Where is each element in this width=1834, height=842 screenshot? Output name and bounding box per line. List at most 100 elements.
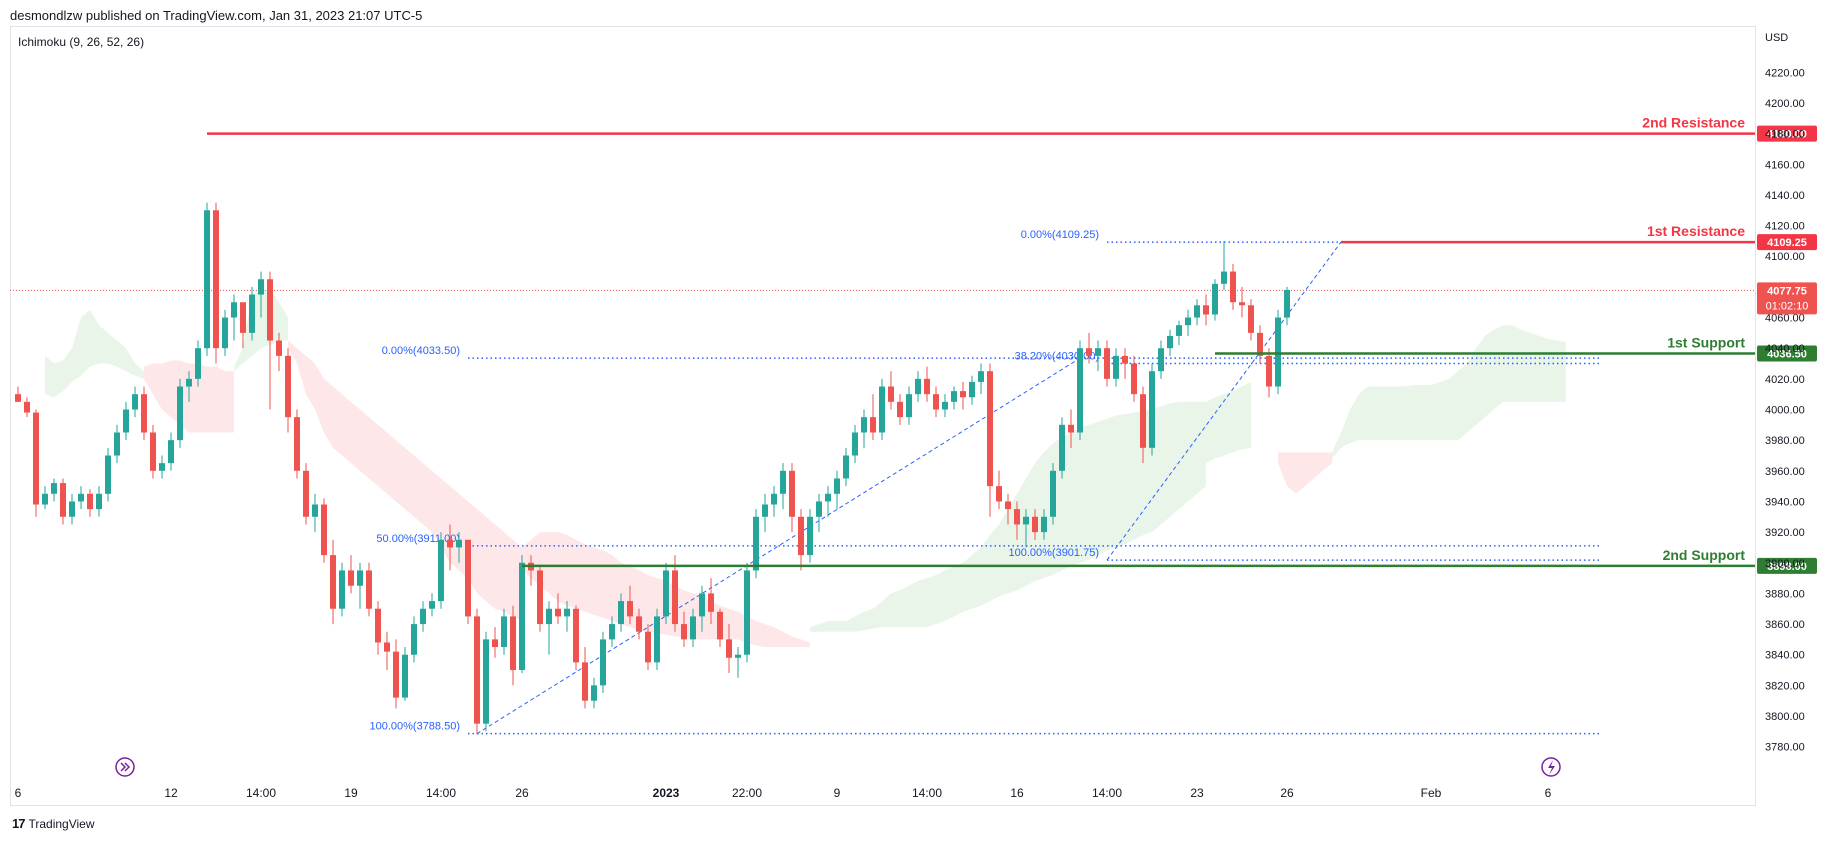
candle[interactable] <box>1104 340 1110 387</box>
candle[interactable] <box>24 397 30 418</box>
candle[interactable] <box>285 348 291 433</box>
candle[interactable] <box>609 616 615 648</box>
dividend-marker-icon[interactable] <box>115 757 135 777</box>
candle[interactable] <box>816 493 822 533</box>
candle[interactable] <box>969 375 975 405</box>
footer-brand[interactable]: 17 TradingView <box>12 816 95 831</box>
candle[interactable] <box>231 294 237 341</box>
candle[interactable] <box>1122 348 1128 379</box>
candle[interactable] <box>1113 348 1119 387</box>
candle[interactable] <box>1257 325 1263 364</box>
candle[interactable] <box>51 478 57 502</box>
price-axis[interactable]: USD 4220.00 4200.00 4180.00 4160.00 4140.00 41… <box>1765 32 1805 754</box>
candle[interactable] <box>573 605 579 671</box>
candle[interactable] <box>339 562 345 617</box>
candle[interactable] <box>15 386 21 402</box>
candle[interactable] <box>1023 509 1029 548</box>
candle[interactable] <box>834 470 840 510</box>
candle[interactable] <box>717 608 723 648</box>
candle[interactable] <box>483 631 489 732</box>
candle[interactable] <box>996 470 1002 510</box>
candle[interactable] <box>1176 320 1182 346</box>
candle[interactable] <box>762 493 768 533</box>
candle[interactable] <box>510 605 516 686</box>
candle[interactable] <box>114 424 120 464</box>
candle[interactable] <box>1230 263 1236 310</box>
candle[interactable] <box>402 647 408 701</box>
candle[interactable] <box>780 463 786 510</box>
candle[interactable] <box>735 647 741 678</box>
candle[interactable] <box>825 486 831 517</box>
candle[interactable] <box>1050 463 1056 525</box>
candle[interactable] <box>681 611 687 648</box>
candle[interactable] <box>519 555 525 674</box>
candle[interactable] <box>960 381 966 410</box>
candle[interactable] <box>798 509 804 571</box>
candle[interactable] <box>276 332 282 372</box>
candle[interactable] <box>1032 509 1038 540</box>
candle[interactable] <box>1167 329 1173 356</box>
candle[interactable] <box>159 455 165 479</box>
resistance-level[interactable]: 1st Resistance 4109.25 <box>1341 223 1817 251</box>
candle[interactable] <box>951 386 957 410</box>
candle[interactable] <box>690 608 696 648</box>
candle[interactable] <box>1131 355 1137 402</box>
candle[interactable] <box>1203 294 1209 326</box>
candle[interactable] <box>537 565 543 632</box>
candle[interactable] <box>627 585 633 625</box>
candle[interactable] <box>303 463 309 525</box>
fib-retracement-0[interactable]: 0.00%(4033.50)50.00%(3911.00)100.00%(378… <box>369 345 1602 735</box>
candle[interactable] <box>1158 340 1164 379</box>
candle[interactable] <box>933 386 939 418</box>
candle[interactable] <box>240 302 246 349</box>
candle[interactable] <box>393 639 399 709</box>
candle[interactable] <box>861 409 867 448</box>
candle[interactable] <box>447 524 453 571</box>
candle[interactable] <box>978 363 984 395</box>
candle[interactable] <box>924 366 930 402</box>
candle[interactable] <box>1212 279 1218 321</box>
candle[interactable] <box>492 627 498 658</box>
candle[interactable] <box>168 432 174 471</box>
candle[interactable] <box>1194 299 1200 326</box>
candle[interactable] <box>312 493 318 533</box>
candle[interactable] <box>1284 286 1290 326</box>
indicator-legend[interactable]: Ichimoku (9, 26, 52, 26) <box>18 35 145 49</box>
candle[interactable] <box>942 394 948 418</box>
candle[interactable] <box>249 286 255 341</box>
candle[interactable] <box>78 486 84 510</box>
candle[interactable] <box>1059 417 1065 479</box>
candle[interactable] <box>672 555 678 632</box>
candle[interactable] <box>105 447 111 502</box>
candle[interactable] <box>375 601 381 655</box>
candle[interactable] <box>879 378 885 441</box>
candle[interactable] <box>33 409 39 517</box>
candle[interactable] <box>1095 340 1101 372</box>
candle[interactable] <box>1239 286 1245 318</box>
candle[interactable] <box>582 647 588 709</box>
candle[interactable] <box>438 532 444 609</box>
candle[interactable] <box>555 593 561 625</box>
candle[interactable] <box>843 447 849 487</box>
candle[interactable] <box>789 463 795 533</box>
candle[interactable] <box>429 593 435 617</box>
candle[interactable] <box>807 509 813 563</box>
candle[interactable] <box>348 555 354 594</box>
candle[interactable] <box>1077 340 1083 441</box>
candle[interactable] <box>366 562 372 617</box>
candle[interactable] <box>1221 240 1227 290</box>
candle[interactable] <box>186 371 192 402</box>
candle[interactable] <box>213 202 219 364</box>
candle[interactable] <box>456 532 462 563</box>
candle[interactable] <box>852 424 858 464</box>
candle[interactable] <box>150 424 156 479</box>
candle[interactable] <box>654 608 660 671</box>
candle[interactable] <box>42 486 48 510</box>
candle[interactable] <box>267 271 273 410</box>
candle[interactable] <box>915 371 921 402</box>
candle[interactable] <box>1005 493 1011 525</box>
candle[interactable] <box>1041 509 1047 540</box>
candle[interactable] <box>1068 409 1074 448</box>
time-axis[interactable]: 6 12 14:00 19 14:00 26 2023 22:00 9 14:00 16 14:00 2… <box>15 786 1552 800</box>
